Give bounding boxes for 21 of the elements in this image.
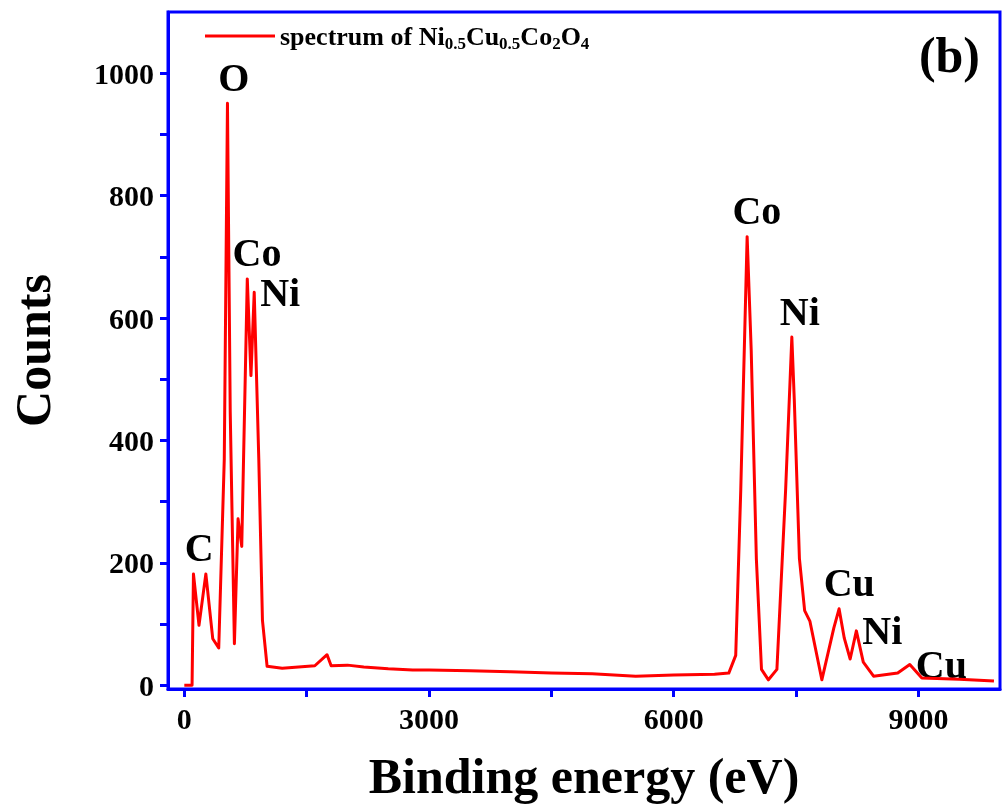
x-tick-label: 9000	[888, 701, 949, 735]
annotation: Cu	[823, 560, 875, 606]
y-tick-label: 400	[109, 423, 154, 457]
x-tick-label: 6000	[643, 701, 704, 735]
x-tick-label: 3000	[399, 701, 460, 735]
annotation: (b)	[918, 27, 980, 83]
x-tick-label: 0	[176, 701, 192, 735]
y-tick-label: 800	[109, 179, 154, 213]
x-axis-title: Binding energy (eV)	[368, 748, 800, 804]
y-axis-title: Counts	[5, 274, 61, 427]
annotation: Co	[732, 188, 782, 234]
annotation: C	[184, 525, 214, 571]
annotation: Ni	[862, 608, 903, 654]
y-tick-label: 200	[109, 546, 154, 580]
y-tick-label: 1000	[94, 56, 154, 90]
y-tick-label: 600	[109, 301, 154, 335]
y-tick-label: 0	[139, 668, 154, 702]
annotation: Cu	[915, 642, 967, 688]
annotation: Ni	[779, 288, 820, 334]
annotation: O	[218, 54, 250, 100]
line-series	[182, 101, 996, 687]
